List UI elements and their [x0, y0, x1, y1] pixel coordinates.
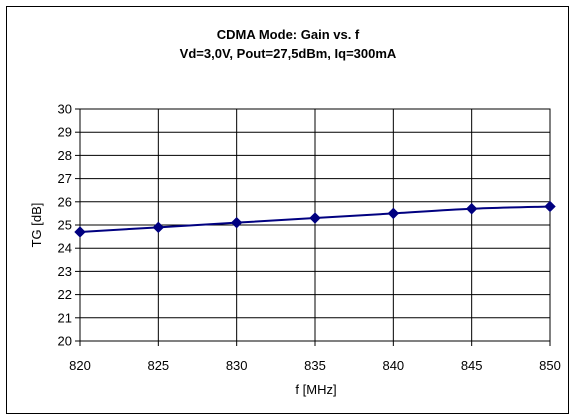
data-point-marker — [152, 221, 165, 234]
chart-title: CDMA Mode: Gain vs. f — [217, 27, 360, 42]
y-tick-label: 22 — [58, 287, 72, 302]
x-tick-label: 825 — [147, 358, 169, 373]
y-tick-label: 21 — [58, 310, 72, 325]
chart-subtitle: Vd=3,0V, Pout=27,5dBm, Iq=300mA — [180, 46, 397, 61]
data-point-marker — [544, 200, 556, 213]
y-tick-label: 24 — [58, 241, 72, 256]
x-tick-label: 840 — [382, 358, 404, 373]
y-tick-label: 26 — [58, 194, 72, 209]
y-tick-label: 30 — [58, 102, 72, 117]
x-axis-label: f [MHz] — [295, 382, 336, 397]
x-axis-ticks: 820 825 830 835 840 845 850 — [69, 341, 561, 373]
y-axis-label: TG [dB] — [29, 203, 44, 248]
y-tick-label: 28 — [58, 148, 72, 163]
data-point-marker — [309, 212, 321, 224]
data-point-marker — [230, 216, 243, 229]
grid — [79, 108, 551, 342]
x-tick-label: 830 — [226, 358, 248, 373]
y-tick-label: 23 — [58, 264, 72, 279]
x-tick-label: 850 — [539, 358, 561, 373]
x-tick-label: 845 — [461, 358, 483, 373]
y-tick-label: 25 — [58, 218, 72, 233]
y-tick-label: 27 — [58, 171, 72, 186]
x-tick-label: 820 — [69, 358, 91, 373]
data-point-marker — [387, 207, 400, 220]
x-tick-label: 835 — [304, 358, 326, 373]
y-tick-label: 20 — [58, 334, 72, 349]
data-point-marker — [465, 203, 478, 215]
series-layer — [74, 200, 556, 238]
data-point-marker — [74, 226, 86, 238]
y-axis-ticks: 20 21 22 23 24 25 26 27 28 29 30 — [58, 102, 80, 349]
y-tick-label: 29 — [58, 125, 72, 140]
